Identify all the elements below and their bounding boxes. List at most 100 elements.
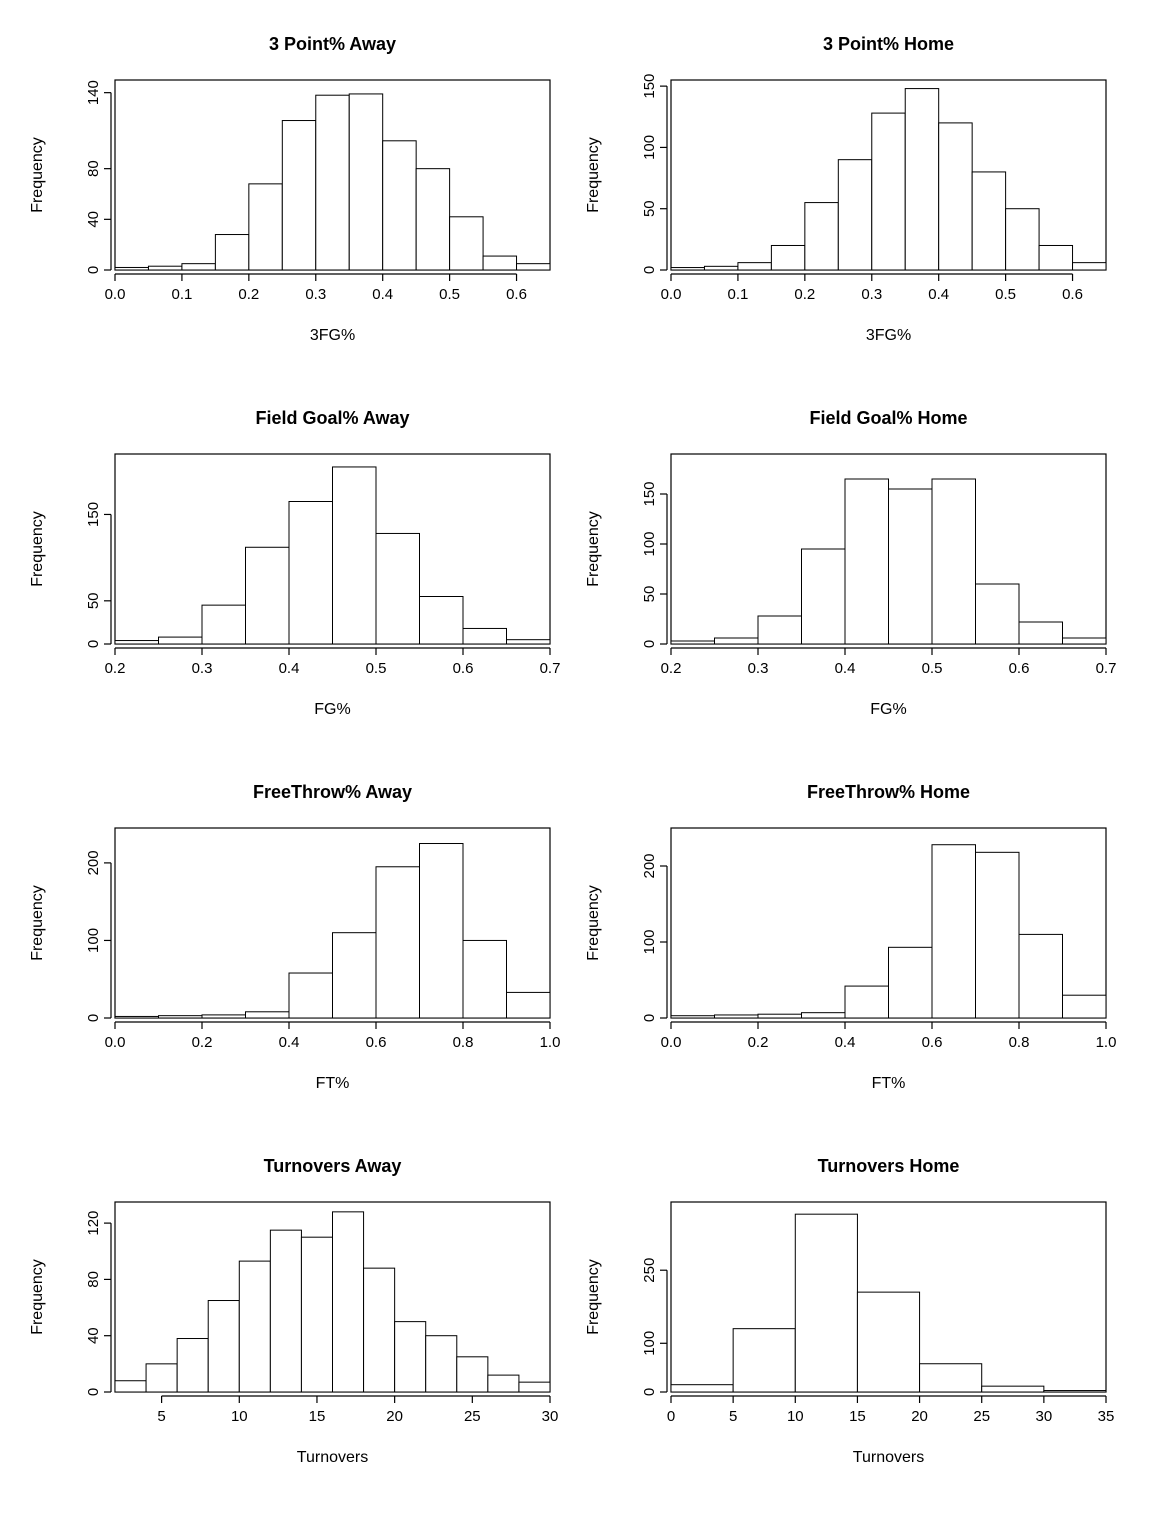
x-tick-label: 30 [542, 1408, 559, 1425]
y-tick-label: 0 [85, 640, 102, 648]
histogram-bar [805, 203, 838, 270]
x-tick-label: 0.1 [727, 286, 748, 303]
y-tick-label: 100 [641, 531, 658, 556]
histogram-bar [1063, 638, 1107, 644]
x-tick-label: 0.6 [1009, 660, 1030, 677]
histogram-bar [671, 641, 715, 644]
histogram-bar [246, 1012, 290, 1018]
chart-title: 3 Point% Home [823, 34, 954, 54]
histogram-bar [889, 947, 933, 1018]
y-tick-label: 150 [641, 481, 658, 506]
histogram-bar [771, 245, 804, 270]
histogram-bar [289, 973, 333, 1018]
chart-title: Field Goal% Away [255, 408, 409, 428]
histogram-bar [202, 1015, 246, 1018]
histogram-bar [239, 1261, 270, 1392]
histogram-grid: 3 Point% Away0.00.10.20.30.40.50.6040801… [20, 20, 1132, 1516]
histogram-bar [1006, 209, 1039, 270]
chart-panel: Field Goal% Home0.20.30.40.50.60.7050100… [576, 394, 1132, 768]
y-tick-label: 100 [641, 1331, 658, 1356]
chart-panel: FreeThrow% Home0.00.20.40.60.81.00100200… [576, 768, 1132, 1142]
y-tick-label: 100 [641, 135, 658, 160]
histogram-bar [202, 605, 246, 644]
y-tick-label: 140 [85, 80, 102, 105]
histogram-bar [795, 1214, 857, 1392]
y-axis-label: Frequency [585, 1259, 602, 1335]
histogram-bar [376, 867, 420, 1018]
x-tick-label: 0.6 [922, 1034, 943, 1051]
x-tick-label: 0.5 [922, 660, 943, 677]
histogram-bar [270, 1230, 301, 1392]
histogram-bar [671, 268, 704, 270]
histogram-bar [364, 1268, 395, 1392]
x-tick-label: 0.6 [1062, 286, 1083, 303]
histogram-bar [1019, 934, 1063, 1018]
x-tick-label: 5 [729, 1408, 737, 1425]
histogram-bar [1044, 1391, 1106, 1392]
x-tick-label: 0.8 [453, 1034, 474, 1051]
y-tick-label: 50 [641, 586, 658, 603]
histogram-bar [463, 628, 507, 644]
x-tick-label: 0.5 [366, 660, 387, 677]
y-tick-label: 0 [85, 1388, 102, 1396]
x-axis-label: Turnovers [853, 1449, 924, 1466]
histogram-bar [704, 266, 737, 270]
x-tick-label: 0.2 [192, 1034, 213, 1051]
histogram-bar [932, 845, 976, 1018]
x-tick-label: 0.2 [238, 286, 259, 303]
histogram-bar [802, 1013, 846, 1018]
histogram-bar [715, 1015, 759, 1018]
chart-panel: Turnovers Away5101520253004080120Turnove… [20, 1142, 576, 1516]
y-tick-label: 0 [641, 266, 658, 274]
x-axis-label: FG% [314, 701, 350, 718]
histogram-bar [889, 489, 933, 644]
histogram-bar [395, 1322, 426, 1392]
chart-title: Field Goal% Home [809, 408, 967, 428]
x-tick-label: 10 [787, 1408, 804, 1425]
histogram-bar [420, 597, 464, 645]
x-axis-label: FG% [870, 701, 906, 718]
x-tick-label: 0.0 [661, 286, 682, 303]
x-tick-label: 0.2 [748, 1034, 769, 1051]
histogram-bar [148, 266, 181, 270]
y-tick-label: 0 [641, 1014, 658, 1022]
histogram-bar [420, 844, 464, 1018]
histogram-bar [838, 160, 871, 270]
chart-title: Turnovers Away [264, 1156, 402, 1176]
x-tick-label: 10 [231, 1408, 248, 1425]
histogram-bar [146, 1364, 177, 1392]
y-tick-label: 50 [85, 592, 102, 609]
x-tick-label: 0 [667, 1408, 675, 1425]
x-tick-label: 0.4 [279, 1034, 300, 1051]
histogram-bar [249, 184, 282, 270]
y-tick-label: 250 [641, 1258, 658, 1283]
histogram-bar [932, 479, 976, 644]
x-tick-label: 0.6 [506, 286, 527, 303]
chart-panel: 3 Point% Home0.00.10.20.30.40.50.6050100… [576, 20, 1132, 394]
y-axis-label: Frequency [585, 885, 602, 961]
chart-title: 3 Point% Away [269, 34, 396, 54]
x-tick-label: 0.0 [105, 1034, 126, 1051]
histogram-bar [246, 547, 290, 644]
histogram-bar [115, 267, 148, 270]
y-axis-label: Frequency [585, 137, 602, 213]
y-tick-label: 150 [85, 502, 102, 527]
histogram-bar [215, 235, 248, 270]
histogram-bar [282, 121, 315, 270]
histogram-bar [1073, 263, 1106, 270]
chart-panel: Field Goal% Away0.20.30.40.50.60.7050150… [20, 394, 576, 768]
histogram-bar [159, 1016, 203, 1018]
histogram-bar [507, 640, 551, 644]
histogram-bar [208, 1301, 239, 1392]
histogram-bar [159, 637, 203, 644]
x-tick-label: 0.5 [439, 286, 460, 303]
y-tick-label: 100 [641, 929, 658, 954]
histogram-bar [715, 638, 759, 644]
y-axis-label: Frequency [29, 885, 46, 961]
histogram-bar [872, 113, 905, 270]
y-tick-label: 40 [85, 1327, 102, 1344]
x-tick-label: 0.3 [192, 660, 213, 677]
histogram-bar [972, 172, 1005, 270]
x-tick-label: 0.0 [105, 286, 126, 303]
histogram-bar [671, 1385, 733, 1392]
